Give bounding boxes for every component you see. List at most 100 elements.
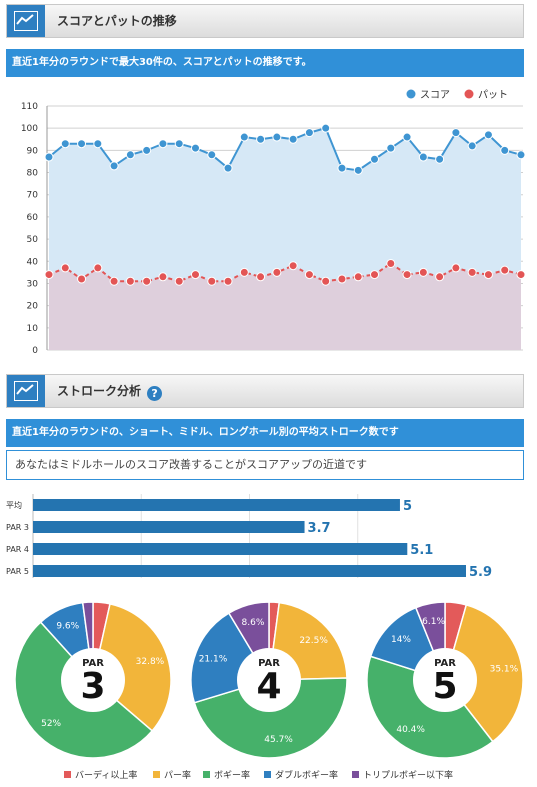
score-point bbox=[174, 139, 184, 149]
y-tick-label: 100 bbox=[21, 124, 38, 134]
y-tick-label: 70 bbox=[27, 191, 39, 201]
score-point bbox=[483, 130, 493, 140]
putt-point bbox=[142, 276, 152, 286]
putt-point bbox=[60, 263, 70, 273]
putt-point bbox=[109, 276, 119, 286]
score-point bbox=[125, 150, 135, 160]
y-tick-label: 50 bbox=[27, 235, 39, 245]
pie-center-value: 5 bbox=[432, 666, 457, 707]
score-point bbox=[109, 161, 119, 171]
y-tick-label: 0 bbox=[32, 346, 38, 356]
putt-point bbox=[370, 270, 380, 280]
putt-point bbox=[223, 276, 233, 286]
score-point bbox=[60, 139, 70, 149]
score-point bbox=[207, 150, 217, 160]
pie-slice-label: 40.4% bbox=[396, 725, 425, 735]
pie-slice-label: 52% bbox=[41, 719, 61, 729]
putt-point bbox=[321, 276, 331, 286]
score-putt-line-chart: 0 10 20 30 40 50 60 70 80 90 100 110 スコア パット bbox=[21, 89, 526, 356]
pie-legend-swatch bbox=[264, 771, 271, 778]
pie-legend-swatch bbox=[352, 771, 359, 778]
bar-category-label: PAR 5 bbox=[6, 567, 29, 576]
y-tick-label: 20 bbox=[27, 302, 39, 312]
putt-point bbox=[272, 267, 282, 277]
section-title: ストローク分析? bbox=[57, 375, 163, 407]
score-point bbox=[44, 152, 54, 162]
score-point bbox=[321, 123, 331, 133]
pie-slice bbox=[193, 677, 348, 759]
pie-center-title: PAR bbox=[258, 658, 280, 669]
bar-category-label: 平均 bbox=[6, 500, 22, 510]
putt-point bbox=[304, 270, 314, 280]
pie-slice-label: 9.6% bbox=[56, 622, 79, 632]
bar-category-label: PAR 4 bbox=[6, 545, 29, 554]
putt-point bbox=[451, 263, 461, 273]
y-tick-label: 90 bbox=[27, 146, 39, 156]
score-point bbox=[158, 139, 168, 149]
score-point bbox=[272, 132, 282, 142]
section-title-text: ストローク分析 bbox=[57, 384, 142, 398]
pie-center-title: PAR bbox=[434, 658, 456, 669]
legend-label: スコア bbox=[420, 90, 450, 101]
y-tick-label: 110 bbox=[21, 102, 38, 112]
bar-category-label: PAR 3 bbox=[6, 523, 29, 532]
score-point bbox=[239, 132, 249, 142]
pie-slice-label: 22.5% bbox=[299, 636, 328, 646]
pie-slice-label: 21.1% bbox=[199, 654, 228, 664]
score-point bbox=[288, 134, 298, 144]
putt-point bbox=[516, 270, 526, 280]
bar-value-label: 5.1 bbox=[410, 543, 433, 558]
section-title: スコアとパットの推移 bbox=[57, 14, 177, 28]
pie-center-hole bbox=[61, 648, 125, 712]
help-icon[interactable]: ? bbox=[147, 386, 163, 401]
pie-center-hole bbox=[413, 648, 477, 712]
y-tick-label: 80 bbox=[27, 169, 39, 179]
score-point bbox=[500, 145, 510, 155]
section-header-score-trend: スコアとパットの推移 bbox=[6, 4, 524, 38]
putt-point bbox=[44, 270, 54, 280]
pie-center-value: 3 bbox=[80, 666, 105, 707]
pie-legend-label: パー率 bbox=[164, 769, 191, 781]
y-tick-label: 10 bbox=[27, 324, 39, 334]
pie-slice-label: 32.8% bbox=[136, 657, 165, 667]
pie-center-title: PAR bbox=[82, 658, 104, 669]
putt-point bbox=[158, 272, 168, 282]
score-point bbox=[304, 128, 314, 138]
pie-slice bbox=[92, 602, 172, 732]
score-point bbox=[93, 139, 103, 149]
legend-marker bbox=[406, 89, 416, 99]
score-point bbox=[516, 150, 526, 160]
putt-point bbox=[353, 272, 363, 282]
score-point bbox=[418, 152, 428, 162]
score-point bbox=[77, 139, 87, 149]
putt-point bbox=[207, 276, 217, 286]
putt-point bbox=[435, 272, 445, 282]
bar bbox=[33, 499, 400, 511]
pie-center-hole bbox=[237, 648, 301, 712]
score-point bbox=[451, 128, 461, 138]
putt-point bbox=[77, 274, 87, 284]
bar bbox=[33, 565, 466, 577]
y-tick-label: 60 bbox=[27, 213, 39, 223]
bar bbox=[33, 543, 408, 555]
putt-point bbox=[418, 267, 428, 277]
score-point bbox=[223, 163, 233, 173]
pie-center-value: 4 bbox=[256, 666, 281, 707]
legend-marker bbox=[464, 89, 474, 99]
putt-point bbox=[337, 274, 347, 284]
putt-point bbox=[256, 272, 266, 282]
line-chart-icon bbox=[7, 5, 45, 37]
putt-point bbox=[500, 265, 510, 275]
series-area-putt bbox=[49, 263, 521, 350]
score-point bbox=[435, 154, 445, 164]
putt-point bbox=[386, 258, 396, 268]
putt-point bbox=[174, 276, 184, 286]
bar-value-label: 5.9 bbox=[469, 565, 492, 580]
putt-point bbox=[125, 276, 135, 286]
pie-legend-swatch bbox=[203, 771, 210, 778]
pie-slice-label: 45.7% bbox=[264, 735, 293, 745]
putt-point bbox=[190, 270, 200, 280]
pie-legend-swatch bbox=[153, 771, 160, 778]
section-header-stroke-analysis: ストローク分析? bbox=[6, 374, 524, 408]
